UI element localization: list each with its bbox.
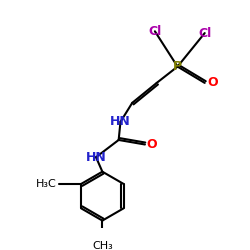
Text: O: O [208,76,218,90]
Text: P: P [173,60,182,73]
Text: O: O [147,138,157,151]
Text: CH₃: CH₃ [92,240,113,250]
Text: H₃C: H₃C [36,179,57,189]
Text: Cl: Cl [148,25,162,38]
Text: Cl: Cl [198,26,211,40]
Text: HN: HN [110,115,131,128]
Text: HN: HN [86,151,106,164]
